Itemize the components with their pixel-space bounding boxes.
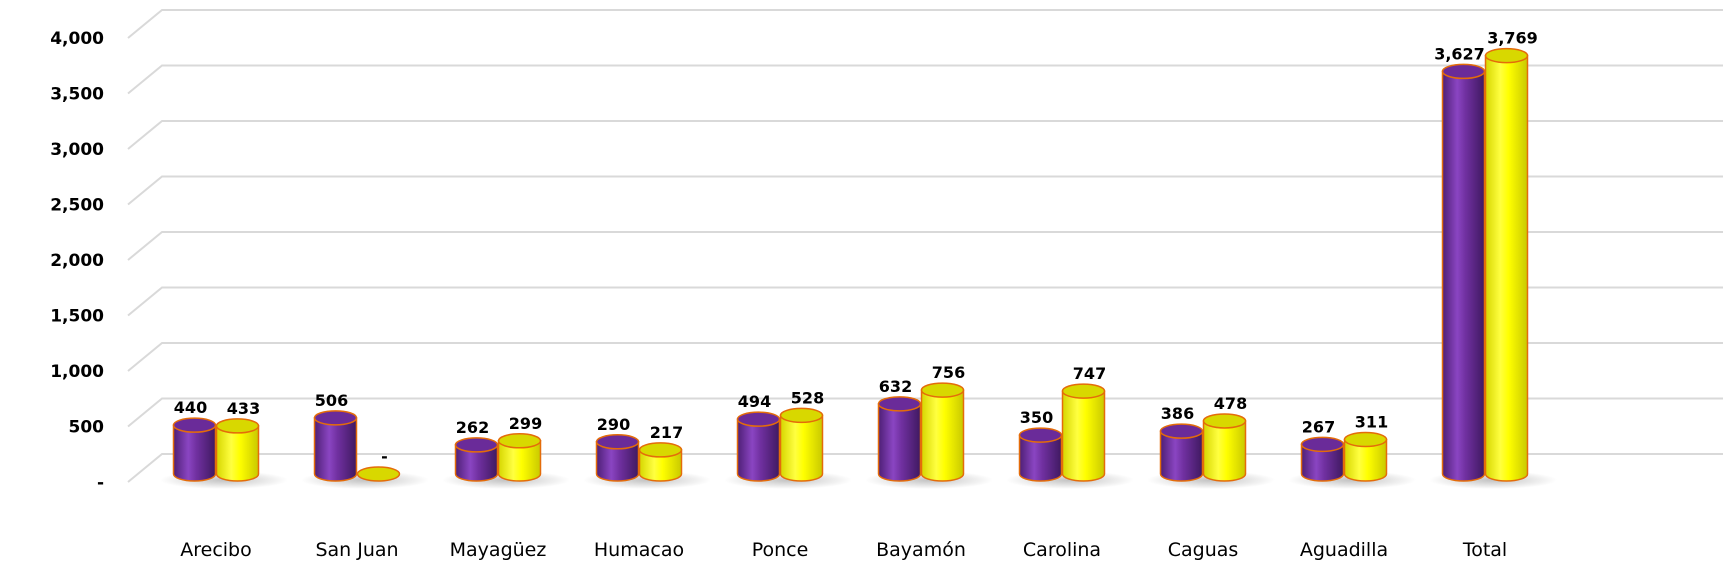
- gridlines: [127, 9, 1723, 483]
- y-tick-label: 2,000: [50, 251, 104, 271]
- bar-purple-ponce: [736, 411, 781, 482]
- y-tick-label: 500: [69, 418, 105, 438]
- x-tick-label: Bayamón: [876, 539, 966, 561]
- bar-purple-arecibo: [172, 417, 217, 482]
- bar-purple-bayamón: [877, 396, 922, 482]
- bar-purple-mayagüez: [454, 437, 499, 482]
- y-tick-label: 3,500: [50, 85, 104, 105]
- data-label: 290: [597, 415, 630, 434]
- bar-purple-san-juan: [313, 410, 358, 482]
- x-tick-label: Humacao: [594, 539, 684, 561]
- bar-purple-humacao: [595, 434, 640, 482]
- data-label: 433: [227, 399, 260, 418]
- data-label: 350: [1020, 408, 1053, 427]
- bar-yellow-mayagüez: [497, 433, 542, 482]
- data-label: 311: [1355, 412, 1388, 431]
- data-label: 632: [879, 377, 912, 396]
- bar-yellow-caguas: [1202, 413, 1247, 482]
- gridline: [127, 342, 1723, 372]
- gridline: [127, 64, 1723, 95]
- bar-purple-carolina: [1018, 427, 1063, 482]
- bar-yellow-arecibo: [215, 418, 260, 482]
- data-label: 478: [1214, 394, 1247, 413]
- x-tick-label: San Juan: [315, 539, 398, 561]
- data-label: 267: [1302, 417, 1335, 436]
- x-tick-label: Caguas: [1168, 539, 1239, 561]
- data-label: -: [381, 447, 388, 466]
- bar-yellow-bayamón: [920, 382, 965, 482]
- data-label: 747: [1073, 364, 1106, 383]
- gridline: [127, 175, 1723, 206]
- y-tick-label: 4,000: [50, 29, 104, 49]
- x-axis-ticks: Arecibo San Juan Mayagüez Humacao Ponce Bayam…: [180, 539, 1507, 561]
- data-label: 440: [174, 398, 207, 417]
- bar-yellow-total: [1484, 47, 1529, 482]
- gridline: [127, 397, 1723, 428]
- data-labels: 440 433 506 - 262 299 290 217 494 528 632 756 350 747…: [174, 29, 1538, 466]
- bar-purple-total: [1441, 63, 1486, 482]
- x-tick-label: Carolina: [1023, 539, 1101, 561]
- y-tick-label: 1,000: [50, 362, 104, 382]
- x-tick-label: Arecibo: [180, 539, 252, 561]
- data-label: 386: [1161, 404, 1194, 423]
- x-tick-label: Mayagüez: [450, 539, 547, 561]
- gridline: [127, 9, 1723, 39]
- data-label: 299: [509, 414, 542, 433]
- gridline: [127, 286, 1723, 317]
- data-label: 494: [738, 392, 771, 411]
- y-tick-label: 1,500: [50, 307, 104, 327]
- data-label: 217: [650, 423, 683, 442]
- y-tick-label: 3,000: [50, 140, 104, 160]
- bar-yellow-ponce: [779, 407, 824, 482]
- data-label: 262: [456, 418, 489, 437]
- bar-purple-caguas: [1159, 423, 1204, 482]
- bars: [160, 47, 1557, 489]
- gridline: [127, 231, 1723, 261]
- bar-yellow-humacao: [638, 442, 683, 482]
- bar-purple-aguadilla: [1300, 436, 1345, 482]
- gridline: [127, 120, 1723, 150]
- y-tick-label: 2,500: [50, 196, 104, 216]
- data-label: 528: [791, 388, 824, 407]
- data-label: 756: [932, 363, 965, 382]
- y-tick-label: -: [97, 473, 104, 493]
- bar-yellow-carolina: [1061, 383, 1106, 482]
- data-label: 3,769: [1487, 29, 1538, 48]
- x-tick-label: Aguadilla: [1300, 539, 1388, 561]
- bar-yellow-san-juan: [356, 466, 401, 482]
- x-tick-label: Total: [1462, 539, 1507, 561]
- y-axis-ticks: - 500 1,000 1,500 2,000 2,500 3,000 3,500 4,000: [50, 29, 104, 493]
- data-label: 3,627: [1434, 44, 1485, 63]
- data-label: 506: [315, 391, 348, 410]
- bar-yellow-aguadilla: [1343, 431, 1388, 482]
- x-tick-label: Ponce: [752, 539, 809, 561]
